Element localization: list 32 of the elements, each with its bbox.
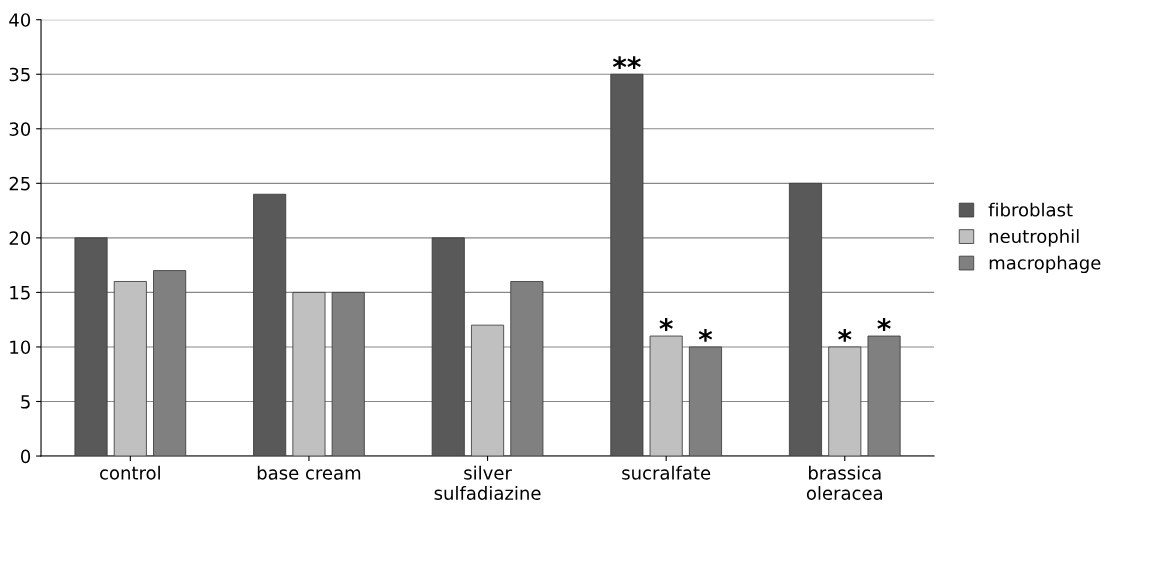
x-tick-label: sucralfate bbox=[622, 465, 711, 480]
bar bbox=[253, 193, 287, 457]
y-tick-label: 5 bbox=[21, 395, 30, 409]
bar bbox=[431, 237, 465, 457]
legend-label: fibroblast bbox=[988, 202, 1073, 217]
data-label: ** bbox=[612, 56, 641, 70]
legend-label: neutrophil bbox=[989, 229, 1079, 247]
bar bbox=[471, 324, 505, 457]
x-tick-label: silver sulfadiazine bbox=[434, 465, 541, 500]
bar bbox=[649, 335, 683, 457]
bar bbox=[788, 182, 823, 457]
y-tick-label: 20 bbox=[9, 231, 31, 245]
bar bbox=[74, 237, 108, 457]
bar bbox=[113, 281, 147, 457]
x-tick-label: control bbox=[100, 465, 160, 480]
y-tick-label: 10 bbox=[10, 340, 31, 355]
y-tick-label: 40 bbox=[9, 13, 31, 27]
x-tick-label: base cream bbox=[257, 465, 361, 480]
legend-label: macrophage bbox=[989, 255, 1101, 274]
data-label: * bbox=[877, 317, 891, 331]
bar bbox=[828, 346, 862, 457]
y-tick-label: 0 bbox=[21, 449, 31, 464]
data-label: * bbox=[838, 328, 852, 342]
y-tick-label: 25 bbox=[9, 176, 30, 191]
data-label: * bbox=[659, 317, 673, 331]
data-label: * bbox=[698, 328, 713, 342]
y-tick-label: 30 bbox=[9, 122, 31, 136]
y-tick-label: 15 bbox=[10, 286, 30, 300]
bar bbox=[292, 291, 326, 457]
bar bbox=[610, 73, 644, 457]
y-tick-label: 35 bbox=[9, 67, 30, 82]
x-tick-label: brassica oleracea bbox=[806, 465, 883, 500]
